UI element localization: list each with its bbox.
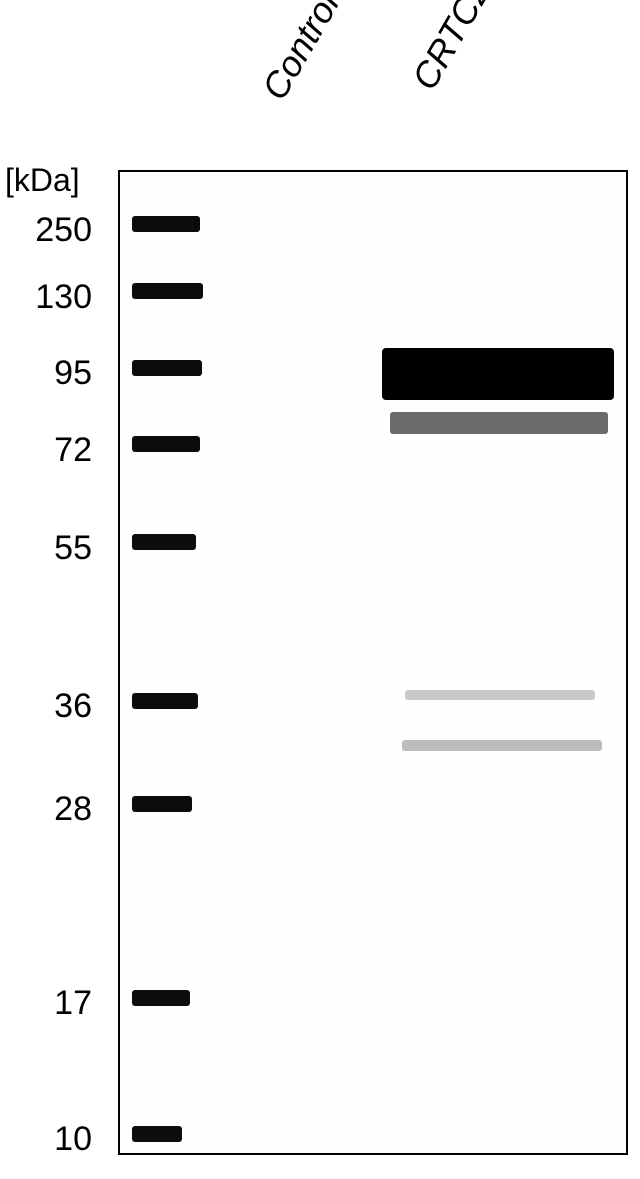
mw-label: 17: [52, 984, 92, 1023]
unit-label: [kDa]: [5, 162, 80, 199]
ladder-band: [132, 216, 200, 232]
ladder-band: [132, 283, 203, 299]
mw-label: 10: [52, 1120, 92, 1159]
sample-band-secondary: [390, 412, 608, 434]
ladder-band: [132, 360, 202, 376]
ladder-band: [132, 1126, 182, 1142]
mw-label: 130: [32, 278, 92, 317]
ladder-band: [132, 796, 192, 812]
western-blot-figure: [kDa] Control CRTC2 250 130 95 72 55 36 …: [0, 0, 640, 1179]
sample-band-faint: [402, 740, 602, 751]
mw-label: 55: [52, 529, 92, 568]
sample-band-main: [382, 348, 614, 400]
mw-label: 95: [52, 354, 92, 393]
blot-membrane: [118, 170, 628, 1155]
mw-label: 250: [32, 211, 92, 250]
mw-label: 72: [52, 431, 92, 470]
lane-label-control: Control: [254, 0, 348, 107]
mw-label: 28: [52, 790, 92, 829]
sample-band-faint: [405, 690, 595, 700]
ladder-band: [132, 534, 196, 550]
ladder-band: [132, 990, 190, 1006]
mw-label: 36: [52, 687, 92, 726]
ladder-band: [132, 693, 198, 709]
ladder-band: [132, 436, 200, 452]
lane-label-sample: CRTC2: [404, 0, 500, 97]
